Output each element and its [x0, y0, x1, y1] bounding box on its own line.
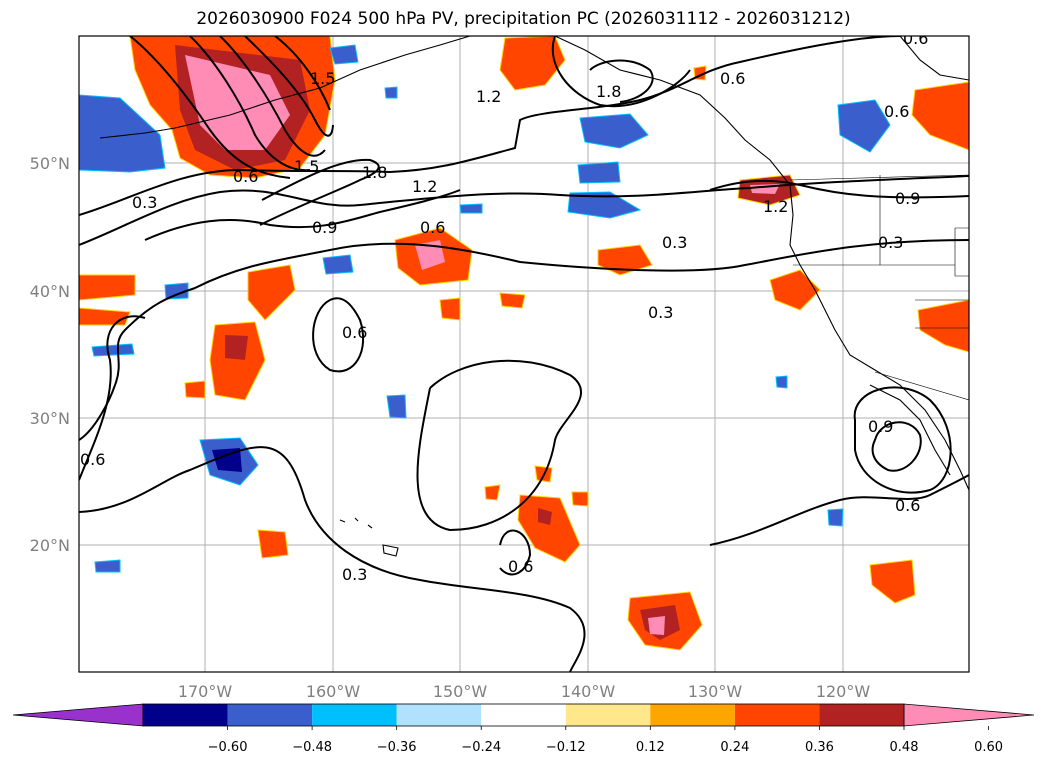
contour-label: 0.3 — [878, 233, 903, 252]
contour-label: 0.3 — [132, 193, 157, 212]
colorbar: −0.60 −0.48 −0.36 −0.24 −0.12 0.12 0.24 0.36 0.4… — [12, 703, 1035, 755]
map-border — [78, 35, 970, 673]
contour-label: 1.5 — [294, 157, 319, 176]
contour-label: 1.8 — [596, 82, 621, 101]
lon-label: 140°W — [561, 682, 616, 701]
lat-label: 40°N — [30, 282, 70, 301]
lon-label: 130°W — [688, 682, 743, 701]
contour-label: 0.9 — [895, 189, 920, 208]
lat-label: 30°N — [30, 409, 70, 428]
contour-label: 0.6 — [233, 167, 258, 186]
colorbar-tick-label: 0.24 — [720, 740, 749, 755]
graticule — [79, 36, 969, 672]
colorbar-segment — [481, 704, 566, 726]
colorbar-tick-label: −0.60 — [208, 740, 248, 755]
colorbar-tick-label: −0.48 — [292, 740, 332, 755]
colorbar-segment — [143, 704, 228, 726]
contour-labels: 0.3 0.6 1.5 1.5 1.8 0.9 0.6 1.2 1.2 1.8 … — [80, 29, 928, 584]
colorbar-tick-label: 0.36 — [805, 740, 834, 755]
contour-label: 0.3 — [342, 565, 367, 584]
lon-label: 170°W — [178, 682, 233, 701]
colorbar-segment — [227, 704, 313, 726]
contour-label: 0.6 — [884, 102, 909, 121]
contour-label: 0.3 — [648, 303, 673, 322]
contour-label: 0.6 — [342, 323, 367, 342]
contour-label: 0.6 — [80, 450, 105, 469]
colorbar-tick-label: 0.12 — [636, 740, 665, 755]
colorbar-tick-label: −0.36 — [377, 740, 417, 755]
contour-label: 1.5 — [310, 69, 335, 88]
map-title: 2026030900 F024 500 hPa PV, precipitatio… — [196, 9, 851, 29]
precip-negative-areas — [79, 44, 891, 573]
colorbar-segment — [650, 704, 735, 726]
contour-label: 0.3 — [662, 233, 687, 252]
colorbar-tick-label: 0.48 — [890, 740, 919, 755]
colorbar-extend-high — [903, 703, 1035, 727]
latitude-labels: 50°N 40°N 30°N 20°N — [30, 154, 70, 555]
lat-label: 50°N — [30, 154, 70, 173]
lat-label: 20°N — [30, 536, 70, 555]
colorbar-segment — [819, 704, 904, 726]
colorbar-extend-low — [12, 703, 144, 727]
contour-label: 1.2 — [412, 177, 437, 196]
colorbar-tick-label: −0.12 — [546, 740, 586, 755]
colorbar-segment — [396, 704, 482, 726]
colorbar-segment — [565, 704, 651, 726]
political-borders — [789, 174, 969, 401]
colorbar-tick-label: −0.24 — [461, 740, 501, 755]
colorbar-tick-label: 0.60 — [974, 740, 1003, 755]
colorbar-outline — [142, 703, 905, 727]
contour-label: 0.6 — [420, 218, 445, 237]
contour-label: 0.6 — [895, 496, 920, 515]
contour-label: 0.6 — [903, 29, 928, 48]
colorbar-segment — [312, 704, 397, 726]
pv-contours — [79, 36, 969, 672]
lon-label: 150°W — [433, 682, 488, 701]
longitude-labels: 170°W 160°W 150°W 140°W 130°W 120°W — [178, 682, 871, 701]
contour-label: 0.6 — [508, 557, 533, 576]
lon-label: 120°W — [816, 682, 871, 701]
contour-label: 1.8 — [362, 163, 387, 182]
colorbar-segment — [734, 704, 820, 726]
contour-label: 0.9 — [312, 218, 337, 237]
contour-label: 0.9 — [868, 417, 893, 436]
contour-label: 0.6 — [720, 69, 745, 88]
contour-label: 1.2 — [763, 197, 788, 216]
contour-label: 1.2 — [476, 87, 501, 106]
lon-label: 160°W — [306, 682, 361, 701]
